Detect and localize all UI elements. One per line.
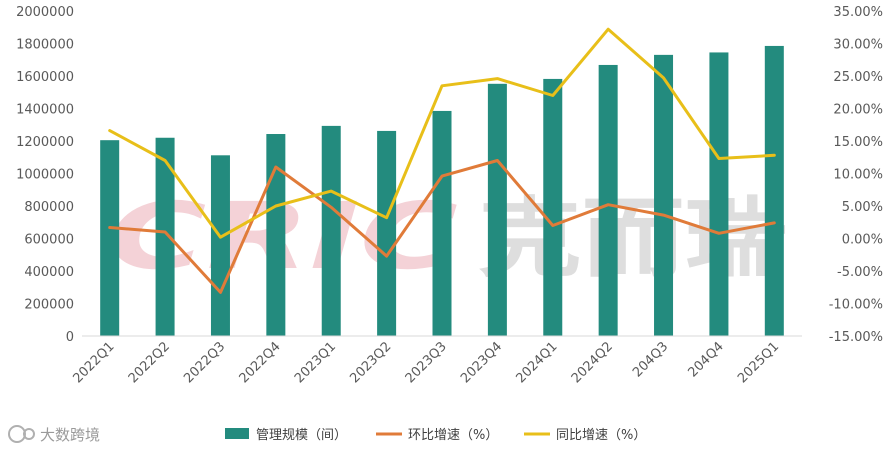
x-tick-label: 204Q3: [630, 339, 671, 380]
y-right-tick-label: 0.00%: [842, 233, 883, 248]
y-left-tick-label: 200000: [24, 298, 74, 313]
yoy-growth-line: [108, 27, 776, 239]
x-tick-label: 2023Q4: [458, 339, 505, 386]
x-tick-label: 2023Q3: [403, 339, 450, 386]
x-tick-label: 2022Q2: [126, 339, 173, 386]
x-tick-label: 2022Q3: [181, 339, 228, 386]
bar: [210, 155, 230, 336]
legend-label-bar: 管理规模（间）: [256, 428, 347, 443]
y-left-tick-label: 400000: [24, 265, 74, 280]
bar: [266, 134, 286, 336]
y-left-tick-label: 1600000: [16, 70, 74, 85]
y-left-tick-label: 1800000: [16, 38, 74, 53]
logo-text: 大数跨境: [40, 426, 100, 444]
y-right-tick-label: -5.00%: [837, 265, 883, 280]
bar: [709, 52, 729, 336]
bar: [321, 125, 341, 336]
y-axis-left-ticks: 0 200000 400000 600000 800000 1000000 1200000 1…: [16, 5, 74, 345]
y-right-tick-label: -10.00%: [829, 298, 883, 313]
bar: [764, 45, 784, 336]
y-axis-right-ticks: -15.00% -10.00% -5.00% 0.00% 5.00% 10.00% 15.0…: [829, 5, 883, 345]
y-left-tick-label: 1000000: [16, 168, 74, 183]
legend: 管理规模（间） 环比增速（%） 同比增速（%）: [225, 428, 646, 443]
y-right-tick-label: 30.00%: [833, 38, 883, 53]
bar: [100, 140, 120, 336]
x-tick-label: 2022Q4: [237, 339, 284, 386]
legend-label-yoy: 同比增速（%）: [556, 428, 646, 443]
x-tick-label: 2025Q1: [735, 339, 782, 386]
y-left-tick-label: 600000: [24, 233, 74, 248]
bar: [543, 78, 563, 337]
line-series: [108, 27, 776, 294]
x-tick-label: 2022Q1: [70, 339, 117, 386]
y-right-tick-label: 25.00%: [833, 70, 883, 85]
bar: [377, 130, 397, 336]
mom-growth-line: [108, 159, 776, 294]
x-tick-label: 2024Q1: [514, 339, 561, 386]
logo-icon-dot: [23, 428, 35, 440]
bar: [487, 83, 507, 336]
x-tick-label: 204Q4: [686, 339, 727, 380]
y-right-tick-label: 35.00%: [833, 5, 883, 20]
legend-label-mom: 环比增速（%）: [408, 428, 498, 443]
y-left-tick-label: 1200000: [16, 135, 74, 150]
bar: [432, 110, 452, 336]
y-left-tick-label: 800000: [24, 200, 74, 215]
bar: [598, 64, 618, 336]
y-left-tick-label: 1400000: [16, 103, 74, 118]
x-tick-label: 2024Q2: [569, 339, 616, 386]
y-right-tick-label: 20.00%: [833, 103, 883, 118]
x-tick-label: 2023Q2: [347, 339, 394, 386]
y-right-tick-label: 10.00%: [833, 168, 883, 183]
x-axis-ticks: 2022Q1 2022Q2 2022Q3 2022Q4 2023Q1 2023Q2 2023…: [70, 339, 782, 386]
bar: [155, 137, 175, 336]
bar-series: [100, 45, 784, 337]
watermark-company: 克而瑞: [478, 189, 788, 289]
y-right-tick-label: -15.00%: [829, 330, 883, 345]
legend-swatch-bar: [225, 428, 249, 439]
logo-icon: [8, 425, 26, 443]
y-right-tick-label: 15.00%: [833, 135, 883, 150]
x-tick-label: 2023Q1: [292, 339, 339, 386]
y-right-tick-label: 5.00%: [842, 200, 883, 215]
y-left-tick-label: 0: [66, 330, 74, 345]
source-logo: 大数跨境: [8, 425, 100, 444]
bar: [654, 54, 674, 336]
y-left-tick-label: 2000000: [16, 5, 74, 20]
